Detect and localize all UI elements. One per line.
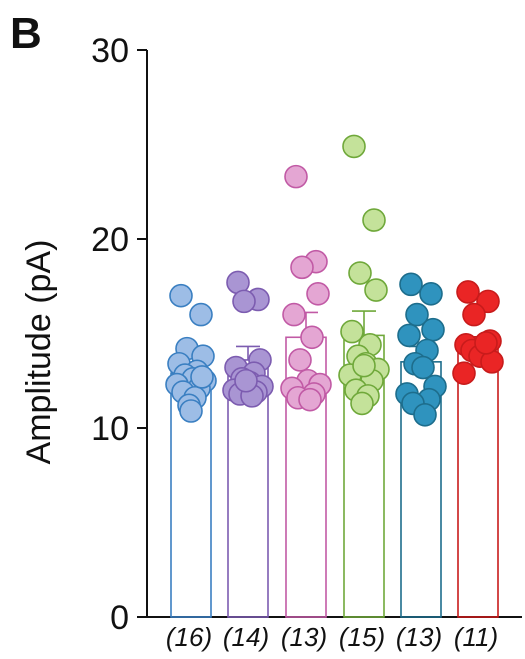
data-point xyxy=(413,402,437,427)
data-point xyxy=(405,302,429,327)
data-point xyxy=(474,331,498,355)
data-point xyxy=(169,283,193,308)
data-point xyxy=(399,272,423,297)
data-point xyxy=(452,361,476,385)
category-label: (14) xyxy=(223,622,269,652)
category-label: (11) xyxy=(454,622,498,652)
data-point xyxy=(342,134,366,159)
y-tick-label: 10 xyxy=(91,410,129,448)
data-point xyxy=(421,317,445,342)
data-point xyxy=(340,319,364,344)
category-label: (13) xyxy=(281,622,327,652)
bars-layer xyxy=(170,310,499,618)
data-point xyxy=(419,282,443,306)
y-tick-label: 20 xyxy=(91,221,129,259)
data-point xyxy=(352,353,376,378)
data-point xyxy=(232,289,256,314)
data-point xyxy=(362,208,386,232)
data-point xyxy=(462,302,486,327)
category-label: (15) xyxy=(339,622,385,652)
data-point xyxy=(179,399,203,423)
y-tick-label: 0 xyxy=(110,599,129,637)
data-point xyxy=(350,391,374,416)
y-axis-label: Amplitude (pA) xyxy=(20,240,58,465)
labels-layer: 0 10 20 30 (16) (14) (13) (15) (13) (11) xyxy=(91,32,498,652)
data-point xyxy=(364,278,388,302)
data-point xyxy=(300,325,324,350)
data-point xyxy=(282,302,306,327)
data-point xyxy=(348,261,372,285)
data-point xyxy=(397,323,421,348)
category-label: (16) xyxy=(166,622,212,652)
category-label: (13) xyxy=(396,622,442,652)
data-point xyxy=(190,365,214,389)
data-point xyxy=(290,255,314,280)
data-point xyxy=(411,355,435,380)
y-tick-label: 30 xyxy=(91,32,129,70)
data-point xyxy=(234,368,258,393)
data-point xyxy=(189,302,213,327)
points-layer xyxy=(165,134,504,427)
data-point xyxy=(306,282,330,306)
panel-letter: B xyxy=(10,9,42,58)
data-point xyxy=(298,387,322,412)
data-point xyxy=(288,348,312,372)
bar xyxy=(457,345,499,618)
data-point xyxy=(284,164,308,189)
data-point xyxy=(456,280,480,304)
